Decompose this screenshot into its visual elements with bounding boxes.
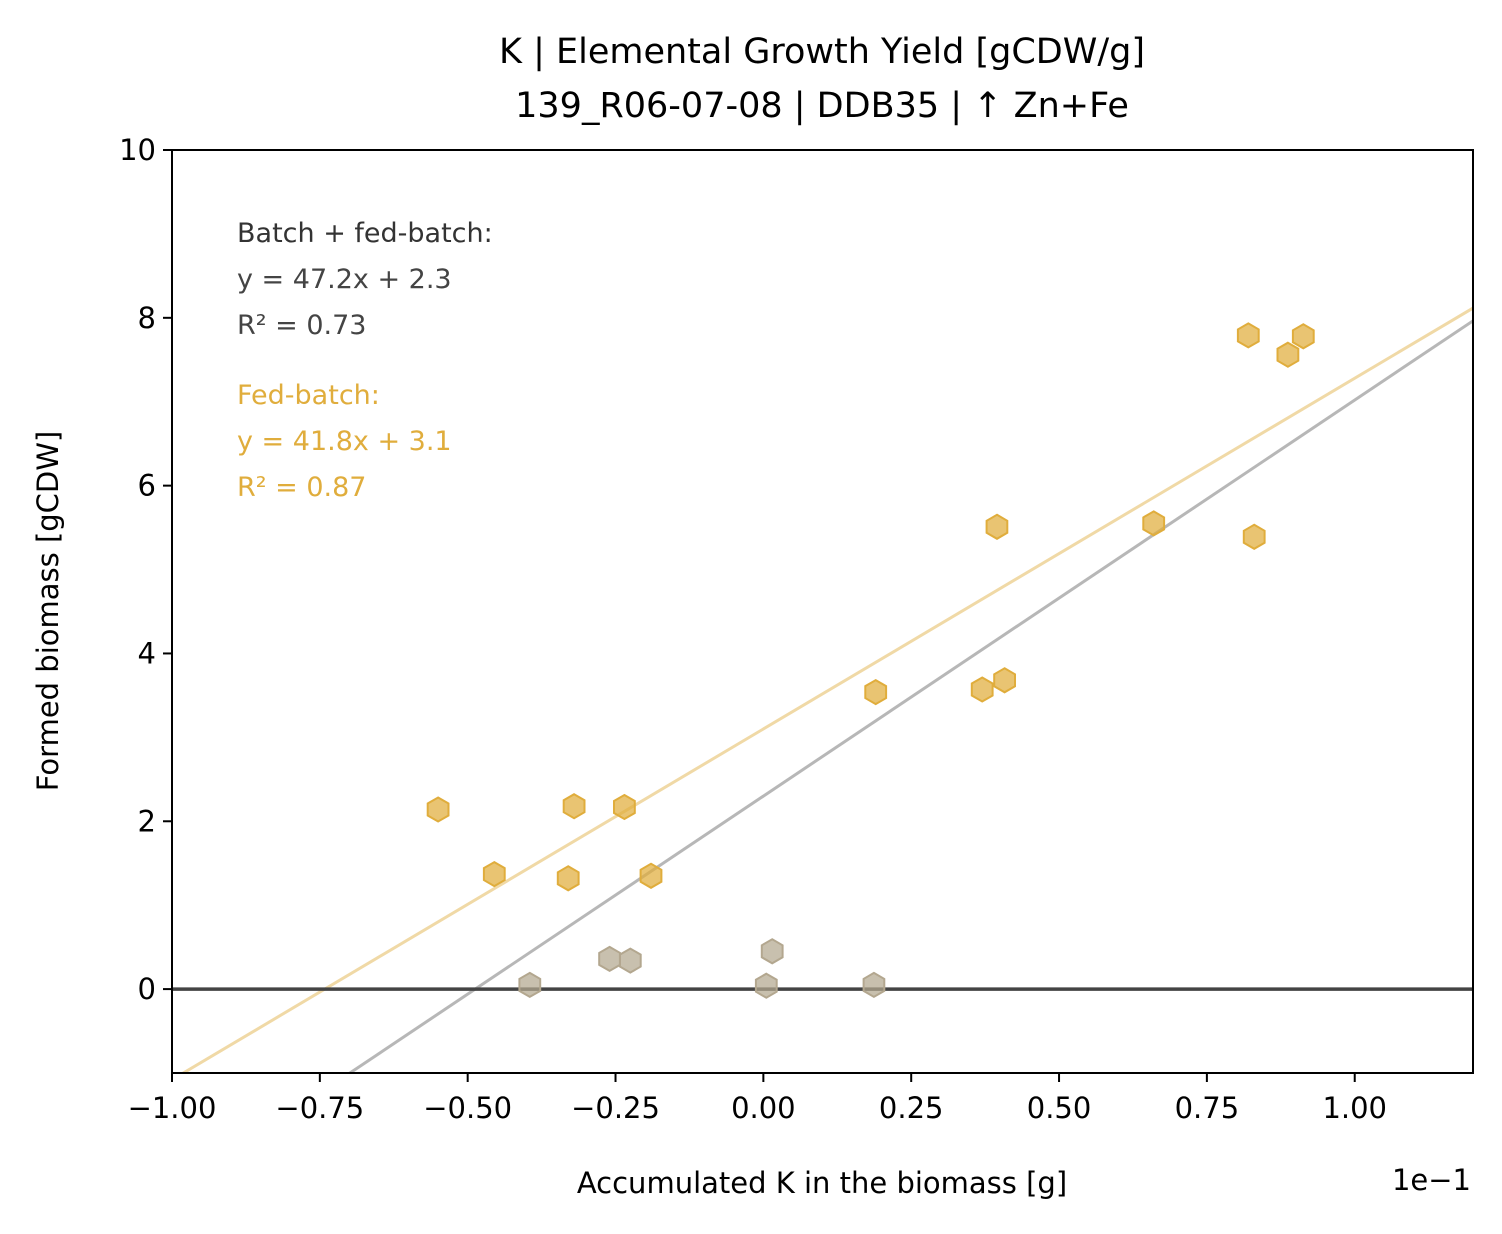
chart-title-line-1: K | Elemental Growth Yield [gCDW/g] xyxy=(499,32,1145,72)
x-tick-label: 0.50 xyxy=(1027,1091,1092,1125)
plot-background xyxy=(172,150,1473,1073)
y-axis-ticks: 0 2 4 6 8 10 xyxy=(119,133,172,1006)
fed-batch-point xyxy=(562,793,586,820)
fed-batch-point xyxy=(1142,510,1166,537)
y-tick-label: 6 xyxy=(138,469,156,503)
fed-batch-fit-heading: Fed-batch: xyxy=(237,380,380,411)
fed-batch-point xyxy=(993,667,1016,694)
x-tick-label: −0.75 xyxy=(275,1091,364,1125)
x-tick-label: 0.75 xyxy=(1175,1091,1240,1125)
fit-lines xyxy=(180,306,1473,1073)
fed-batch-fit-r2: R² = 0.87 xyxy=(237,472,367,503)
batch-point xyxy=(598,945,621,973)
fed-batch-fit-line xyxy=(180,306,1473,1073)
x-tick-label: 0.00 xyxy=(731,1091,796,1125)
plot-frame xyxy=(171,149,1474,1074)
y-tick-label: 10 xyxy=(119,133,156,167)
x-tick-label: −0.25 xyxy=(571,1091,660,1125)
y-axis-label: Formed biomass [gCDW] xyxy=(31,431,65,791)
data-points xyxy=(426,322,1315,999)
fed-batch-point xyxy=(864,678,888,706)
fed-batch-point xyxy=(970,676,994,703)
fed-batch-point xyxy=(1276,341,1300,368)
batch-point xyxy=(754,972,778,999)
fed-batch-point xyxy=(613,793,636,821)
combined-fit-heading: Batch + fed-batch: xyxy=(237,218,493,249)
fed-batch-fit-annotation: Fed-batch: y = 41.8x + 3.1 R² = 0.87 xyxy=(237,380,452,503)
x-axis-ticks: −1.00 −0.75 −0.50 −0.25 0.00 0.25 0.50 0.75 1.00 xyxy=(128,1073,1387,1125)
combined-fit-line xyxy=(347,319,1473,1073)
combined-fit-r2: R² = 0.73 xyxy=(237,310,367,341)
fed-batch-point xyxy=(985,513,1009,540)
x-axis-label: Accumulated K in the biomass [g] xyxy=(577,1166,1067,1200)
combined-fit-equation: y = 47.2x + 2.3 xyxy=(237,264,452,295)
fed-batch-point xyxy=(1291,323,1315,350)
x-axis-offset-text: 1e−1 xyxy=(1392,1163,1471,1197)
fed-batch-point xyxy=(426,796,450,823)
fed-batch-fit-equation: y = 41.8x + 3.1 xyxy=(237,426,452,457)
batch-point xyxy=(618,947,642,974)
x-tick-label: −1.00 xyxy=(128,1091,217,1125)
batch-point xyxy=(760,938,784,965)
x-tick-label: −0.50 xyxy=(423,1091,512,1125)
batch-point xyxy=(518,971,542,999)
y-tick-label: 2 xyxy=(138,804,156,838)
plot-area xyxy=(171,149,1474,1074)
batch-point xyxy=(862,971,886,999)
fed-batch-point xyxy=(639,862,663,889)
y-tick-label: 4 xyxy=(138,636,156,670)
chart-title-line-2: 139_R06-07-08 | DDB35 | ↑ Zn+Fe xyxy=(515,86,1129,126)
y-tick-label: 0 xyxy=(138,972,156,1006)
fed-batch-point xyxy=(556,865,580,892)
fed-batch-point xyxy=(1242,523,1266,550)
x-tick-label: 0.25 xyxy=(879,1091,944,1125)
y-tick-label: 8 xyxy=(138,301,156,335)
combined-fit-annotation: Batch + fed-batch: y = 47.2x + 2.3 R² = … xyxy=(237,218,493,341)
fed-batch-point xyxy=(482,860,506,888)
x-tick-label: 1.00 xyxy=(1322,1091,1387,1125)
fed-batch-point xyxy=(1236,322,1260,349)
